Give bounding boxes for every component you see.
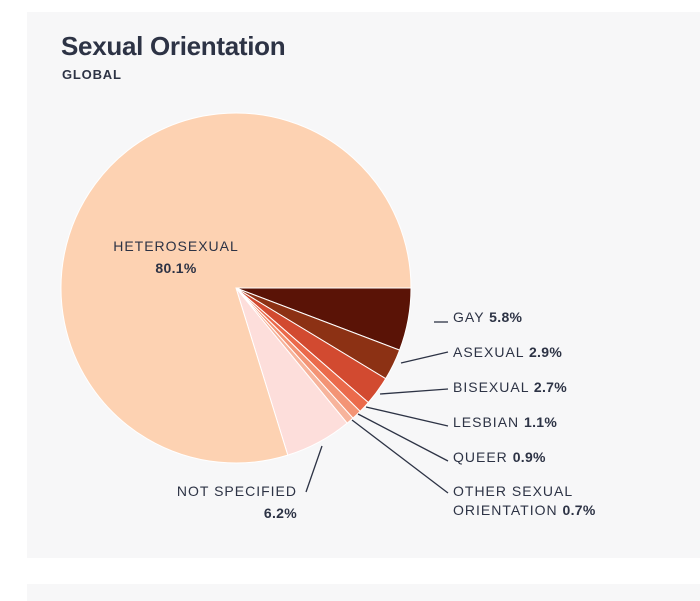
slice-value: 5.8%	[489, 309, 522, 325]
slice-label-queer: QUEER 0.9%	[453, 449, 546, 465]
slice-value: 2.9%	[529, 344, 562, 360]
slice-value: 0.9%	[513, 449, 546, 465]
slice-label-bisexual: BISEXUAL 2.7%	[453, 379, 567, 395]
slice-value: 1.1%	[524, 414, 557, 430]
slice-label-other-sexual-orientation: OTHER SEXUAL ORIENTATION 0.7%	[453, 483, 596, 518]
leader-line-bisexual	[379, 388, 449, 395]
leader-line-asexual	[400, 351, 449, 364]
leader-line-queer	[357, 413, 449, 462]
slice-label-heterosexual: HETEROSEXUAL 80.1%	[113, 238, 239, 276]
slice-value: 80.1%	[155, 260, 196, 276]
slice-label-gay: GAY 5.8%	[453, 309, 523, 325]
slice-value: 0.7%	[562, 502, 595, 518]
leader-line-other-sexual-orientation	[351, 419, 449, 494]
slice-value: 2.7%	[534, 379, 567, 395]
next-card	[27, 584, 700, 601]
slice-heterosexual	[60, 112, 412, 464]
slice-label-not-specified: NOT SPECIFIED 6.2%	[177, 483, 297, 521]
slice-value: 6.2%	[264, 505, 297, 521]
leader-line-lesbian	[365, 406, 449, 427]
slice-label-asexual: ASEXUAL 2.9%	[453, 344, 562, 360]
leader-line-not-specified	[305, 445, 323, 493]
chart-title: Sexual Orientation	[61, 31, 286, 61]
slice-label-lesbian: LESBIAN 1.1%	[453, 414, 557, 430]
chart-subtitle: GLOBAL	[62, 67, 122, 82]
